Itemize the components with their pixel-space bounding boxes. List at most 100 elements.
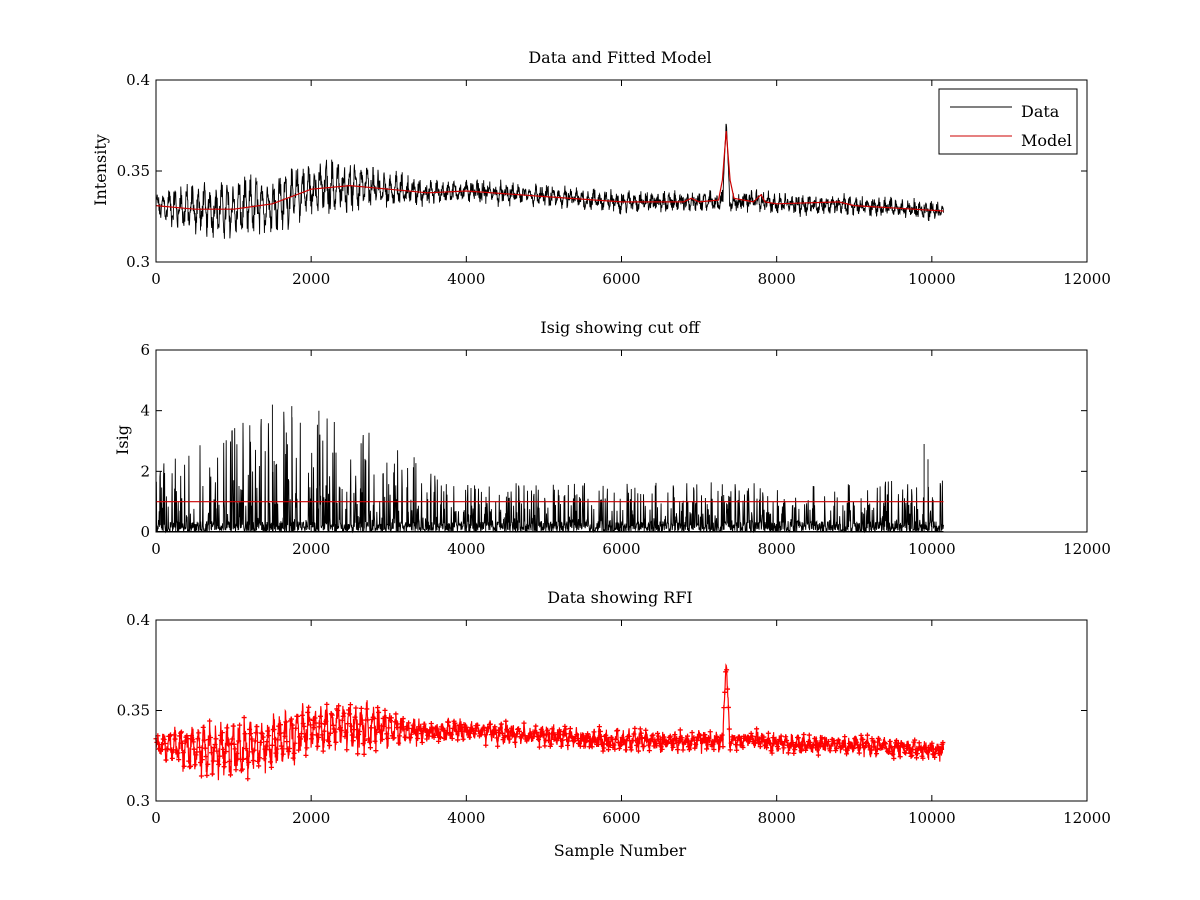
data-point-marker <box>725 704 731 710</box>
data-point-marker <box>643 727 649 733</box>
data-point-marker <box>655 730 661 736</box>
data-point-marker <box>783 734 789 740</box>
data-point-marker <box>381 723 387 729</box>
data-point-marker <box>591 729 597 735</box>
x-axis: 0 2000 4000 6000 8000 10000 12000 <box>151 80 1111 288</box>
data-point-marker <box>652 737 658 743</box>
data-point-marker <box>559 737 565 743</box>
data-point-marker <box>671 741 677 747</box>
chart-title: Isig showing cut off <box>540 318 701 337</box>
data-point-marker <box>722 689 728 695</box>
data-point-marker <box>589 744 595 750</box>
data-point-marker <box>267 747 273 753</box>
legend-label-model: Model <box>1021 131 1072 150</box>
data-point-marker <box>338 727 344 733</box>
y-tick-label: 0.4 <box>126 71 150 89</box>
data-point-marker <box>595 737 601 743</box>
data-point-marker <box>686 747 692 753</box>
data-point-marker <box>768 748 774 754</box>
data-point-marker <box>210 758 216 764</box>
data-point-marker <box>267 759 273 765</box>
data-point-marker <box>188 763 194 769</box>
data-point-marker <box>883 741 889 747</box>
data-point-marker <box>597 728 603 734</box>
x-tick-label: 10000 <box>908 270 956 288</box>
data-point-marker <box>897 754 903 760</box>
data-point-marker <box>208 750 214 756</box>
data-point-marker <box>228 772 234 778</box>
data-point-marker <box>223 749 229 755</box>
data-point-marker <box>201 737 207 743</box>
data-point-marker <box>387 718 393 724</box>
data-point-marker <box>292 740 298 746</box>
data-point-marker <box>277 722 283 728</box>
data-point-marker <box>475 722 481 728</box>
data-point-marker <box>600 748 606 754</box>
data-point-marker <box>667 733 673 739</box>
data-point-marker <box>888 745 894 751</box>
data-point-marker <box>341 710 347 716</box>
data-point-marker <box>719 732 725 738</box>
data-point-marker <box>161 737 167 743</box>
data-point-marker <box>687 741 693 747</box>
data-point-marker <box>721 705 727 711</box>
data-point-marker <box>612 746 618 752</box>
data-point-marker <box>886 748 892 754</box>
data-point-marker <box>685 744 691 750</box>
data-point-marker <box>417 727 423 733</box>
data-point-marker <box>321 728 327 734</box>
x-tick-label: 4000 <box>447 270 485 288</box>
data-point-marker <box>780 742 786 748</box>
data-point-marker <box>733 742 739 748</box>
data-point-marker <box>635 748 641 754</box>
data-point-marker <box>385 735 391 741</box>
data-point-marker <box>224 725 230 731</box>
data-point-marker <box>628 747 634 753</box>
data-point-marker <box>493 728 499 734</box>
data-point-marker <box>769 750 775 756</box>
data-point-marker <box>233 767 239 773</box>
x-axis: 0 2000 4000 6000 8000 10000 12000 <box>151 620 1111 827</box>
data-point-marker <box>638 730 644 736</box>
data-point-marker <box>548 741 554 747</box>
data-point-marker <box>280 751 286 757</box>
data-point-marker <box>902 749 908 755</box>
data-point-marker <box>858 732 864 738</box>
data-point-marker <box>415 735 421 741</box>
data-point-marker <box>702 732 708 738</box>
data-point-marker <box>430 726 436 732</box>
data-point-marker <box>922 745 928 751</box>
data-point-marker <box>557 729 563 735</box>
data-point-marker <box>197 744 203 750</box>
data-point-marker <box>204 772 210 778</box>
plot-area <box>153 663 946 782</box>
data-point-marker <box>560 731 566 737</box>
data-point-marker <box>261 756 267 762</box>
x-tick-label: 10000 <box>908 809 956 827</box>
data-point-marker <box>932 754 938 760</box>
data-point-marker <box>205 761 211 767</box>
data-point-marker <box>909 752 915 758</box>
data-point-marker <box>403 734 409 740</box>
data-point-marker <box>724 667 730 673</box>
data-point-marker <box>277 730 283 736</box>
x-tick-label: 8000 <box>758 270 796 288</box>
y-axis: 0.3 0.35 0.4 <box>117 71 1087 271</box>
data-point-marker <box>371 716 377 722</box>
data-point-marker <box>454 728 460 734</box>
data-point-marker <box>561 732 567 738</box>
data-point-marker <box>571 738 577 744</box>
data-point-marker <box>331 726 337 732</box>
data-point-marker <box>398 724 404 730</box>
data-point-marker <box>340 713 346 719</box>
data-point-marker <box>342 734 348 740</box>
data-point-marker <box>797 741 803 747</box>
data-point-marker <box>656 740 662 746</box>
data-point-marker <box>649 733 655 739</box>
data-point-marker <box>619 735 625 741</box>
data-point-marker <box>516 726 522 732</box>
data-point-marker <box>492 724 498 730</box>
data-point-marker <box>596 724 602 730</box>
data-point-marker <box>499 730 505 736</box>
data-point-marker <box>831 738 837 744</box>
